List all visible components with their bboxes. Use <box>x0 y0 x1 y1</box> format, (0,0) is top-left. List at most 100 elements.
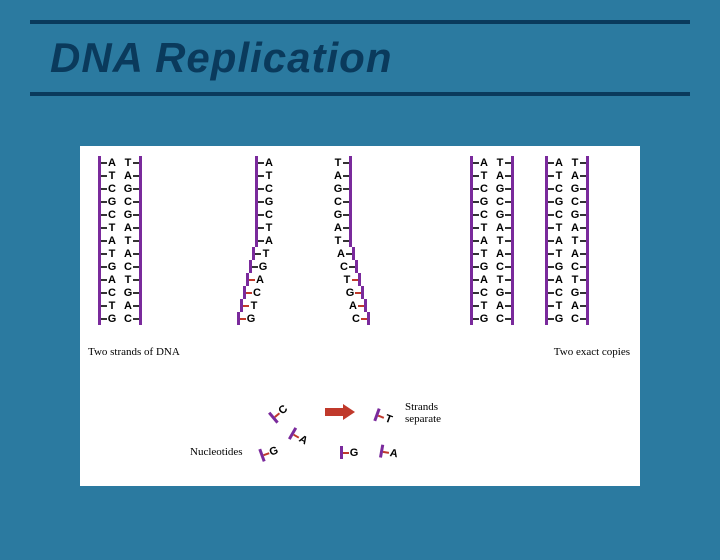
base: A <box>264 235 274 247</box>
separation-arrow-icon <box>325 404 355 420</box>
base-pair-row: CG <box>98 286 142 299</box>
single-strand-row: C <box>333 195 370 208</box>
base-left: T <box>554 222 564 234</box>
base-left: T <box>107 170 117 182</box>
backbone-segment <box>511 208 514 221</box>
free-nucleotide: C <box>268 401 291 423</box>
base: C <box>264 209 274 221</box>
base-pair-row: CG <box>545 182 589 195</box>
base-right: G <box>570 209 580 221</box>
base-right: G <box>123 209 133 221</box>
base: G <box>345 287 355 299</box>
base-right: G <box>570 183 580 195</box>
base: C <box>339 261 349 273</box>
base-right: C <box>570 196 580 208</box>
base-left: C <box>554 183 564 195</box>
diagram-area: ATTACGGCCGTAATTAGCATCGTAGC ATCGCTATGACTG… <box>80 146 640 486</box>
base-pair-row: AT <box>470 234 514 247</box>
base-pair-row: AT <box>98 156 142 169</box>
base: T <box>261 248 271 260</box>
base-right: T <box>495 274 505 286</box>
dna-copy-2: ATTACGGCCGTAATTAGCATCGTAGC <box>545 156 589 325</box>
single-strand-row: G <box>249 260 274 273</box>
base-left: C <box>554 287 564 299</box>
base-right: A <box>570 222 580 234</box>
base-right: A <box>123 222 133 234</box>
backbone-segment <box>586 208 589 221</box>
base-pair-row: GC <box>98 312 142 325</box>
backbone-segment <box>139 208 142 221</box>
backbone-segment <box>511 156 514 169</box>
backbone-segment <box>358 273 361 286</box>
backbone-segment <box>139 312 142 325</box>
base: T <box>264 222 274 234</box>
backbone-segment <box>139 273 142 286</box>
backbone-segment <box>511 273 514 286</box>
single-strand-row: C <box>255 208 274 221</box>
base-right: G <box>495 209 505 221</box>
base-pair-row: TA <box>470 247 514 260</box>
base: C <box>264 183 274 195</box>
base-left: G <box>107 313 117 325</box>
base-pair-row: CG <box>545 286 589 299</box>
base-right: A <box>495 222 505 234</box>
base-left: T <box>479 248 489 260</box>
base-right: T <box>495 157 505 169</box>
base: T <box>264 170 274 182</box>
single-strand-row: T <box>333 234 370 247</box>
single-strand-row: C <box>351 312 370 325</box>
backbone-segment <box>139 286 142 299</box>
page-title: DNA Replication <box>30 34 690 82</box>
base-left: A <box>479 157 489 169</box>
free-nucleotide: G <box>340 446 359 459</box>
base: G <box>246 313 256 325</box>
base-left: T <box>107 300 117 312</box>
base-pair-row: TA <box>545 221 589 234</box>
base-left: C <box>107 209 117 221</box>
backbone-segment <box>586 156 589 169</box>
base-right: G <box>123 287 133 299</box>
dna-double-strand-left: ATTACGGCCGTAATTAGCATCGTAGC <box>98 156 142 325</box>
base-pair-row: AT <box>545 156 589 169</box>
base-left: C <box>479 183 489 195</box>
backbone-segment <box>139 182 142 195</box>
single-strand-row: A <box>333 221 370 234</box>
base-right: C <box>495 196 505 208</box>
base-pair-row: TA <box>545 299 589 312</box>
base-right: T <box>570 157 580 169</box>
base-left: A <box>107 157 117 169</box>
base-right: C <box>495 261 505 273</box>
base-pair-row: TA <box>545 169 589 182</box>
base-left: G <box>479 313 489 325</box>
base: G <box>333 209 343 221</box>
backbone-segment <box>349 182 352 195</box>
base-pair-row: GC <box>470 195 514 208</box>
base-left: G <box>479 261 489 273</box>
free-nucleotide: G <box>258 443 280 462</box>
base-left: G <box>554 196 564 208</box>
base-pair-row: CG <box>545 208 589 221</box>
nucleotide-base: A <box>388 447 400 461</box>
base-left: T <box>107 248 117 260</box>
backbone-segment <box>139 234 142 247</box>
single-strand-row: C <box>243 286 274 299</box>
free-nucleotide: A <box>288 427 311 448</box>
base: T <box>333 157 343 169</box>
backbone-segment <box>511 247 514 260</box>
base-pair-row: TA <box>470 299 514 312</box>
single-strand-row: A <box>246 273 274 286</box>
backbone-segment <box>352 247 355 260</box>
base-pair-row: TA <box>545 247 589 260</box>
title-bar: DNA Replication <box>30 20 690 96</box>
base-left: T <box>107 222 117 234</box>
base-pair-row: TA <box>470 169 514 182</box>
single-strand-row: T <box>240 299 274 312</box>
backbone-segment <box>511 221 514 234</box>
base-left: A <box>479 235 489 247</box>
single-strand-row: T <box>255 169 274 182</box>
base-right: A <box>570 300 580 312</box>
base-pair-row: CG <box>98 208 142 221</box>
base-pair-row: CG <box>470 182 514 195</box>
backbone-segment <box>586 195 589 208</box>
base-right: T <box>570 274 580 286</box>
